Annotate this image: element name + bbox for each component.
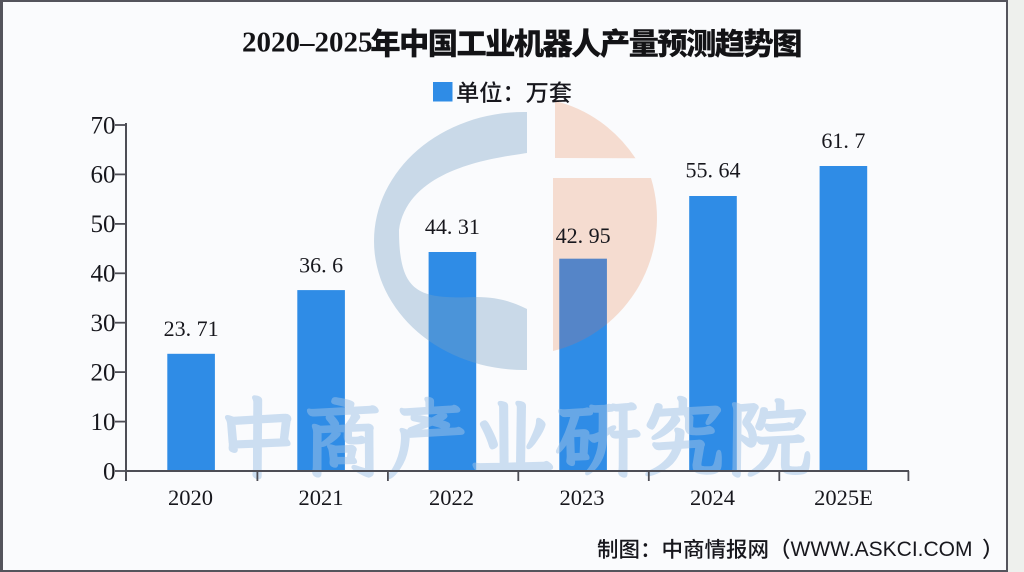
- svg-text:0: 0: [103, 458, 116, 485]
- svg-text:60: 60: [91, 162, 116, 189]
- svg-text:2021: 2021: [299, 485, 344, 510]
- svg-text:23. 71: 23. 71: [164, 316, 219, 341]
- svg-text:61. 7: 61. 7: [821, 128, 865, 153]
- svg-text:42. 95: 42. 95: [556, 223, 611, 248]
- svg-text:2020: 2020: [168, 485, 213, 510]
- svg-text:36. 6: 36. 6: [299, 253, 343, 278]
- svg-text:30: 30: [91, 310, 116, 337]
- svg-text:2024: 2024: [690, 485, 735, 510]
- svg-text:55. 64: 55. 64: [686, 157, 741, 182]
- svg-text:2020–2025: 2020–2025: [242, 27, 373, 59]
- svg-text:2022: 2022: [429, 485, 474, 510]
- svg-text:2023: 2023: [560, 485, 605, 510]
- svg-text:70: 70: [91, 112, 116, 139]
- svg-text:WWW.ASKCI.COM: WWW.ASKCI.COM: [791, 538, 973, 561]
- svg-text:20: 20: [91, 359, 116, 386]
- svg-text:10: 10: [91, 409, 116, 436]
- svg-text:44. 31: 44. 31: [425, 214, 480, 239]
- svg-text:40: 40: [91, 261, 116, 288]
- svg-text:50: 50: [91, 211, 116, 238]
- svg-text:2025E: 2025E: [814, 485, 873, 510]
